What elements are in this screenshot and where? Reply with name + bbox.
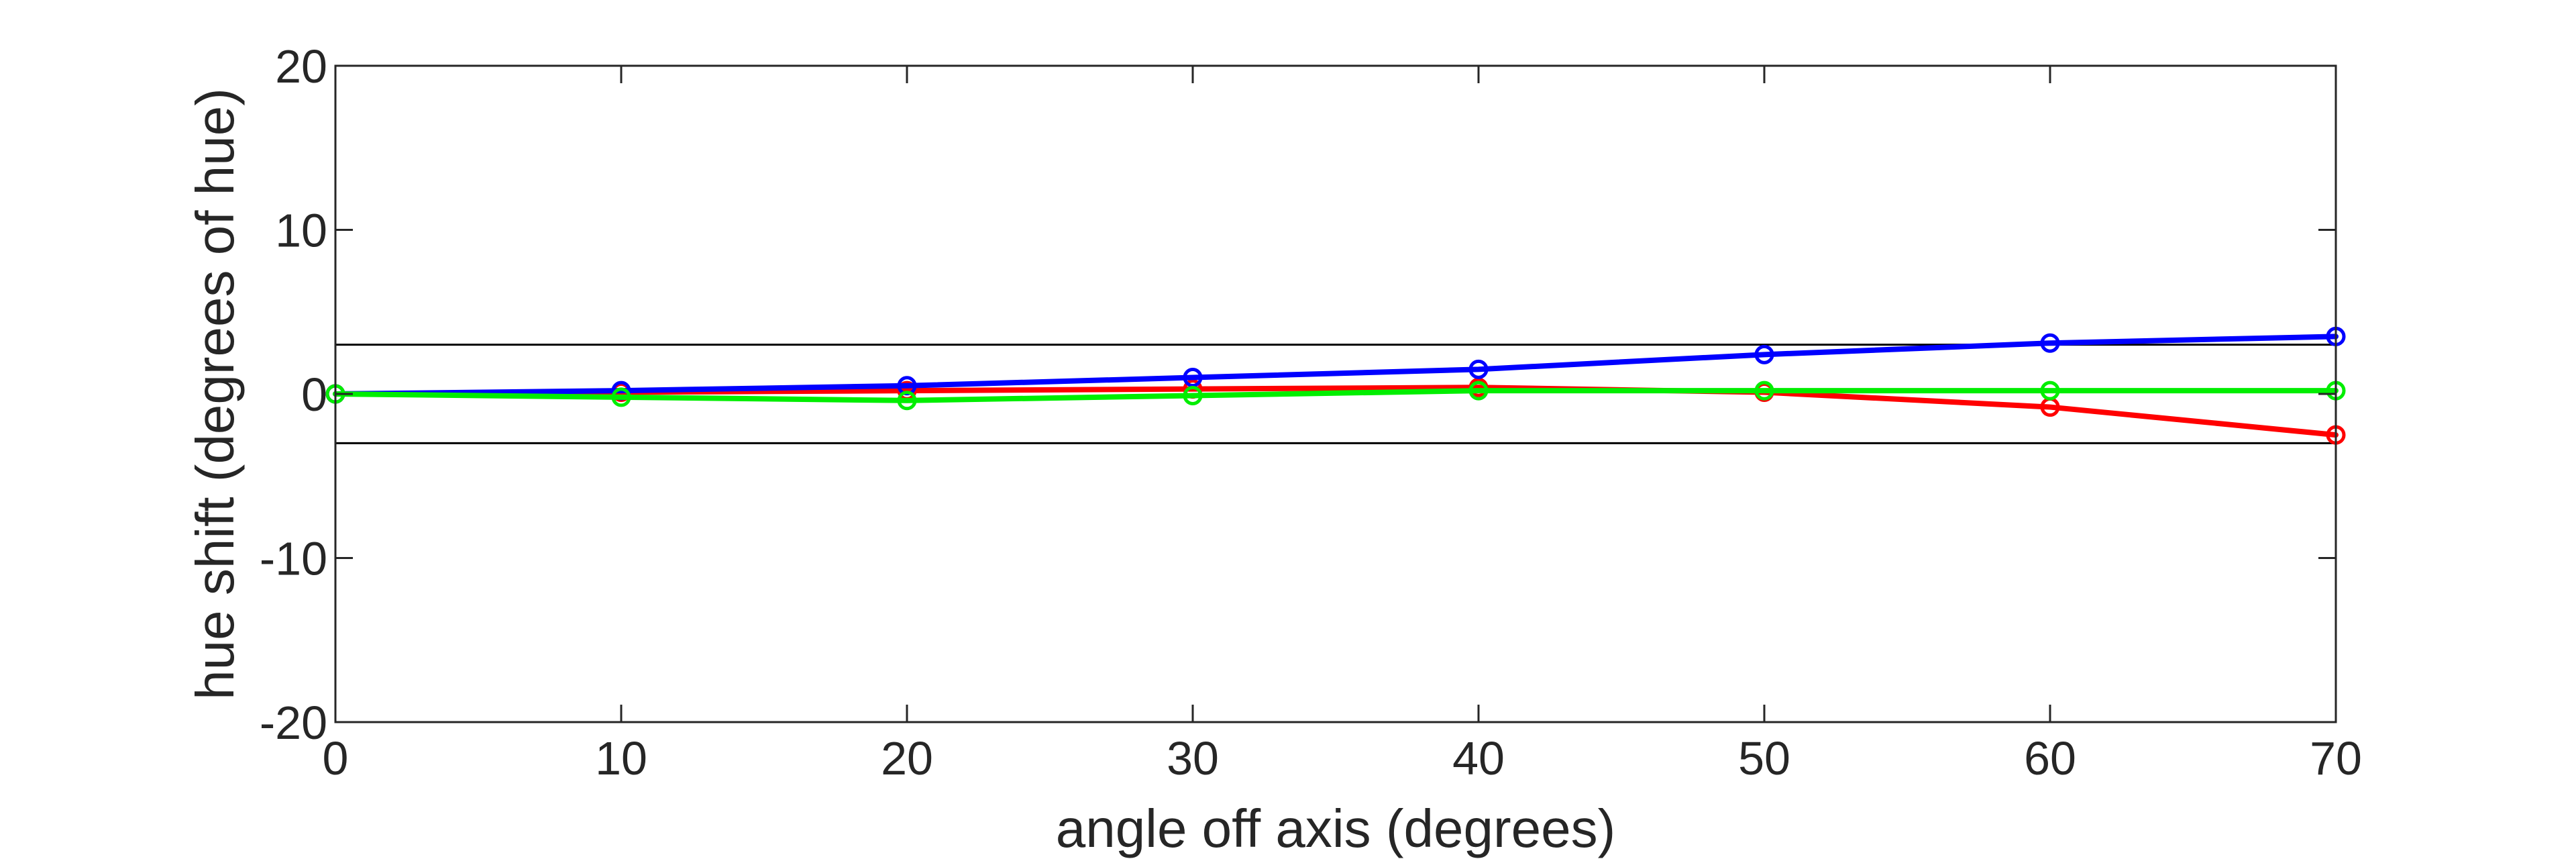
y-axis-label: hue shift (degrees of hue)	[185, 88, 245, 700]
x-tick-label: 30	[1167, 732, 1219, 785]
data-point	[2040, 381, 2060, 401]
x-axis-label: angle off axis (degrees)	[1056, 799, 1616, 858]
x-tick-label: 20	[881, 732, 933, 785]
x-tick-label: 70	[2310, 732, 2362, 785]
y-tick-label: 0	[301, 368, 327, 421]
x-tick-label: 10	[595, 732, 647, 785]
x-tick-label: 40	[1452, 732, 1505, 785]
data-point	[1183, 368, 1203, 388]
y-tick-label: 20	[275, 40, 327, 93]
data-point	[1754, 381, 1774, 401]
series-line	[333, 334, 2339, 397]
x-tick-label: 60	[2024, 732, 2076, 785]
x-tick-label: 50	[1738, 732, 1790, 785]
data-point	[611, 387, 631, 407]
data-point	[2040, 333, 2060, 353]
series-2	[325, 326, 2346, 404]
y-tick-labels: 20 10 0 -10 -20	[260, 40, 327, 749]
series-line	[333, 388, 2339, 403]
x-tick-label: 0	[323, 732, 349, 785]
x-tick-labels: 0 10 20 30 40 50 60 70	[323, 732, 2362, 785]
y-tick-label: 10	[275, 205, 327, 257]
data-point	[1468, 359, 1489, 379]
data-point	[1754, 344, 1774, 364]
data-point	[897, 391, 917, 411]
data-point	[1468, 381, 1489, 401]
data-point	[1183, 385, 1203, 405]
series-layer	[325, 326, 2346, 445]
y-tick-label: -10	[260, 533, 327, 585]
tick-marks	[334, 64, 2337, 723]
y-tick-label: -20	[260, 697, 327, 749]
